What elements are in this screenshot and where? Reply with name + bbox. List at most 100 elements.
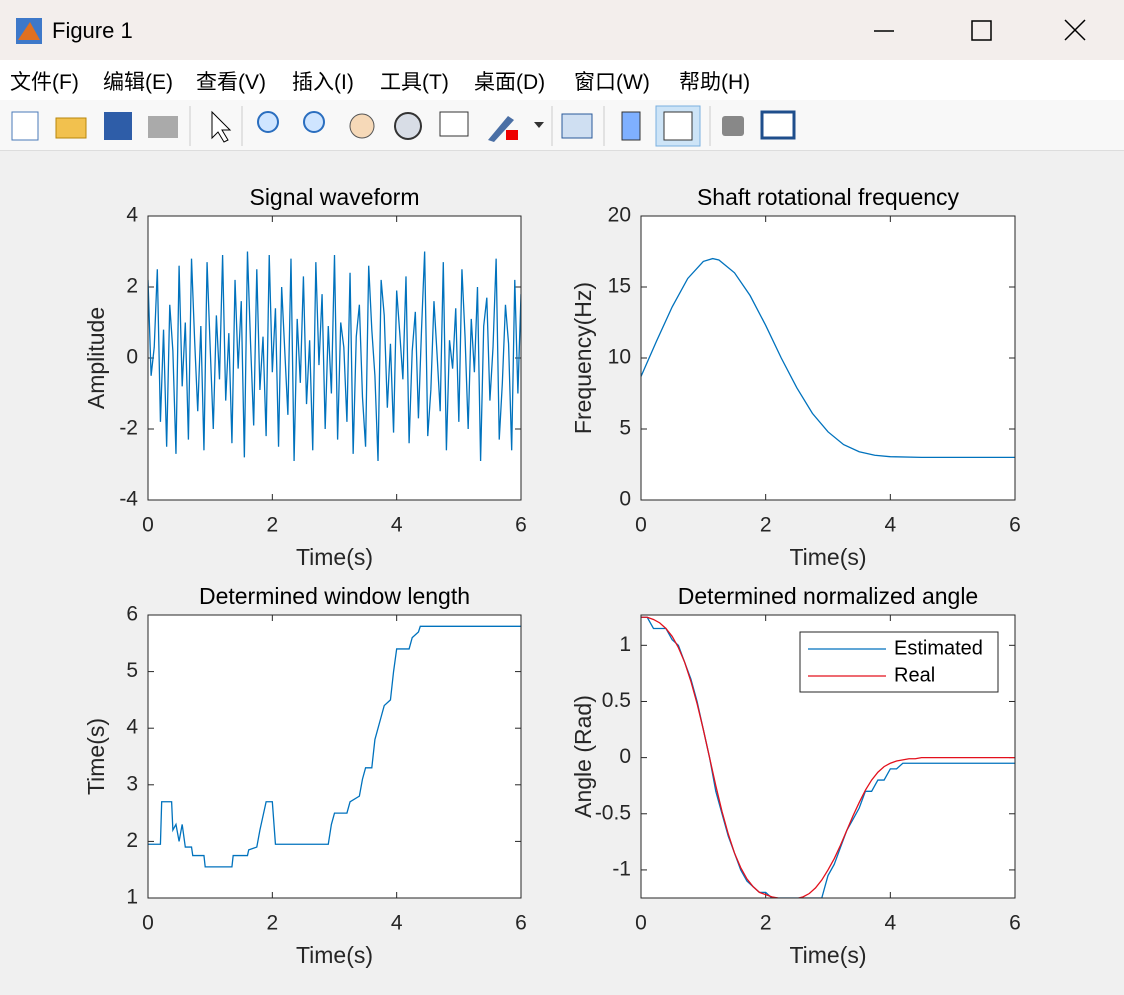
x-tick-label: 2 (760, 912, 772, 935)
x-tick-label: 2 (266, 514, 278, 537)
y-axis-label: Frequency(Hz) (570, 282, 596, 434)
y-tick-label: 0 (619, 745, 631, 768)
app-icon-shape (18, 22, 40, 40)
y-axis-label: Angle (Rad) (570, 695, 596, 818)
title-bar: Figure 1 (0, 0, 1124, 60)
y-tick-label: -2 (119, 417, 138, 440)
open-icon[interactable] (55, 117, 87, 139)
menu-bar: 文件(F) 编辑(E) 查看(V) 插入(I) 工具(T) 桌面(D) 窗口(W) 帮助(H) (0, 60, 1124, 100)
x-axis-label: Time(s) (789, 544, 866, 570)
plot-area (641, 216, 1015, 500)
maximize-button[interactable] (971, 20, 992, 41)
y-tick-label: 4 (126, 716, 138, 739)
y-tick-label: 0 (619, 488, 631, 511)
x-tick-label: 0 (635, 912, 647, 935)
legend-label: Estimated (894, 637, 983, 659)
axes-title: Signal waveform (249, 184, 419, 210)
y-tick-label: 10 (608, 346, 631, 369)
colorbar-icon[interactable] (621, 111, 641, 141)
x-tick-label: 6 (515, 514, 527, 537)
x-axis-label: Time(s) (296, 544, 373, 570)
y-tick-label: -1 (612, 857, 631, 880)
x-tick-label: 4 (884, 912, 896, 935)
x-axis-label: Time(s) (789, 942, 866, 968)
dropdown-arrow[interactable] (534, 122, 544, 128)
y-tick-label: 4 (126, 204, 138, 227)
axes: 0 2 4 6 -4 -2 0 2 4 Signal waveform Time(s) Amplitu… (83, 184, 527, 570)
data-line (148, 625, 521, 868)
y-tick-label: 1 (619, 633, 631, 656)
data-cursor-icon[interactable] (439, 111, 469, 137)
figure-canvas: 0 2 4 6 -4 -2 0 2 4 Signal waveform Time(s) Amplitu… (83, 184, 1021, 968)
y-tick-label: 20 (608, 204, 631, 227)
legend-label: Real (894, 664, 935, 686)
y-tick-label: 5 (126, 659, 138, 682)
toolbar-icons (11, 105, 796, 147)
y-tick-label: 2 (126, 275, 138, 298)
y-axis-label: Time(s) (83, 718, 109, 795)
title-bar-graphics: Figure 1 (16, 18, 1086, 44)
rotate-icon[interactable] (394, 112, 422, 140)
axes: 0 2 4 6 -1 -0.5 0 0.5 1 Determined normalized ang… (570, 583, 1021, 968)
y-tick-label: 0 (126, 346, 138, 369)
axes-title: Determined window length (199, 583, 470, 609)
menu-item[interactable]: 桌面(D) (474, 71, 546, 94)
y-tick-label: 5 (619, 417, 631, 440)
menu-item[interactable]: 查看(V) (196, 71, 266, 94)
x-tick-label: 2 (760, 514, 772, 537)
menu-item[interactable]: 工具(T) (380, 71, 449, 94)
menu-item[interactable]: 文件(F) (10, 71, 79, 94)
pointer-icon[interactable] (211, 110, 232, 143)
y-tick-label: 3 (126, 772, 138, 795)
close-button[interactable] (1064, 19, 1086, 41)
window-title: Figure 1 (52, 18, 133, 43)
x-tick-label: 0 (635, 514, 647, 537)
menu-item[interactable]: 帮助(H) (679, 71, 751, 94)
hide-tools-icon[interactable] (722, 116, 744, 136)
y-tick-label: 6 (126, 603, 138, 626)
zoom-out-icon[interactable] (303, 111, 325, 133)
x-tick-label: 6 (515, 912, 527, 935)
x-tick-label: 4 (391, 912, 403, 935)
axes: 0 2 4 6 0 5 10 15 20 Shaft rotational frequency Ti… (570, 184, 1021, 570)
print-icon[interactable] (148, 116, 178, 138)
legend: Estimated Real (799, 631, 999, 693)
dock-icon[interactable] (760, 110, 796, 140)
axes-box (640, 614, 1016, 899)
x-tick-label: 0 (142, 912, 154, 935)
x-tick-label: 6 (1009, 912, 1021, 935)
data-line (641, 257, 1015, 459)
menu-item[interactable]: 编辑(E) (103, 71, 173, 94)
legend-box (799, 631, 999, 693)
data-line (641, 616, 1015, 898)
y-tick-label: -4 (119, 488, 138, 511)
x-tick-label: 4 (884, 514, 896, 537)
menu-item[interactable]: 窗口(W) (574, 71, 650, 94)
x-tick-label: 0 (142, 514, 154, 537)
brush-color (506, 130, 518, 140)
axes-box (147, 614, 522, 899)
data-line (148, 251, 521, 461)
axes: 0 2 4 6 1 2 3 4 5 6 Determined window length Time(s… (83, 583, 527, 968)
y-axis-label: Amplitude (83, 307, 109, 409)
link-icon[interactable] (561, 113, 593, 139)
y-tick-label: 0.5 (602, 689, 631, 712)
x-tick-label: 2 (266, 912, 278, 935)
brush-icon[interactable] (488, 116, 514, 142)
menu-item[interactable]: 插入(I) (292, 71, 354, 94)
axes-title: Determined normalized angle (678, 583, 978, 609)
new-icon[interactable] (11, 111, 39, 141)
x-tick-label: 4 (391, 514, 403, 537)
axes-box (640, 215, 1016, 501)
toolbar-buttons[interactable] (11, 105, 796, 147)
y-tick-label: 15 (608, 275, 631, 298)
zoom-in-icon[interactable] (257, 111, 279, 133)
axes-box (147, 215, 522, 501)
y-tick-label: 2 (126, 829, 138, 852)
pan-icon[interactable] (349, 113, 375, 139)
save-icon[interactable] (104, 112, 132, 140)
legend-icon[interactable] (663, 111, 693, 141)
axes-title: Shaft rotational frequency (697, 184, 960, 210)
x-axis-label: Time(s) (296, 942, 373, 968)
